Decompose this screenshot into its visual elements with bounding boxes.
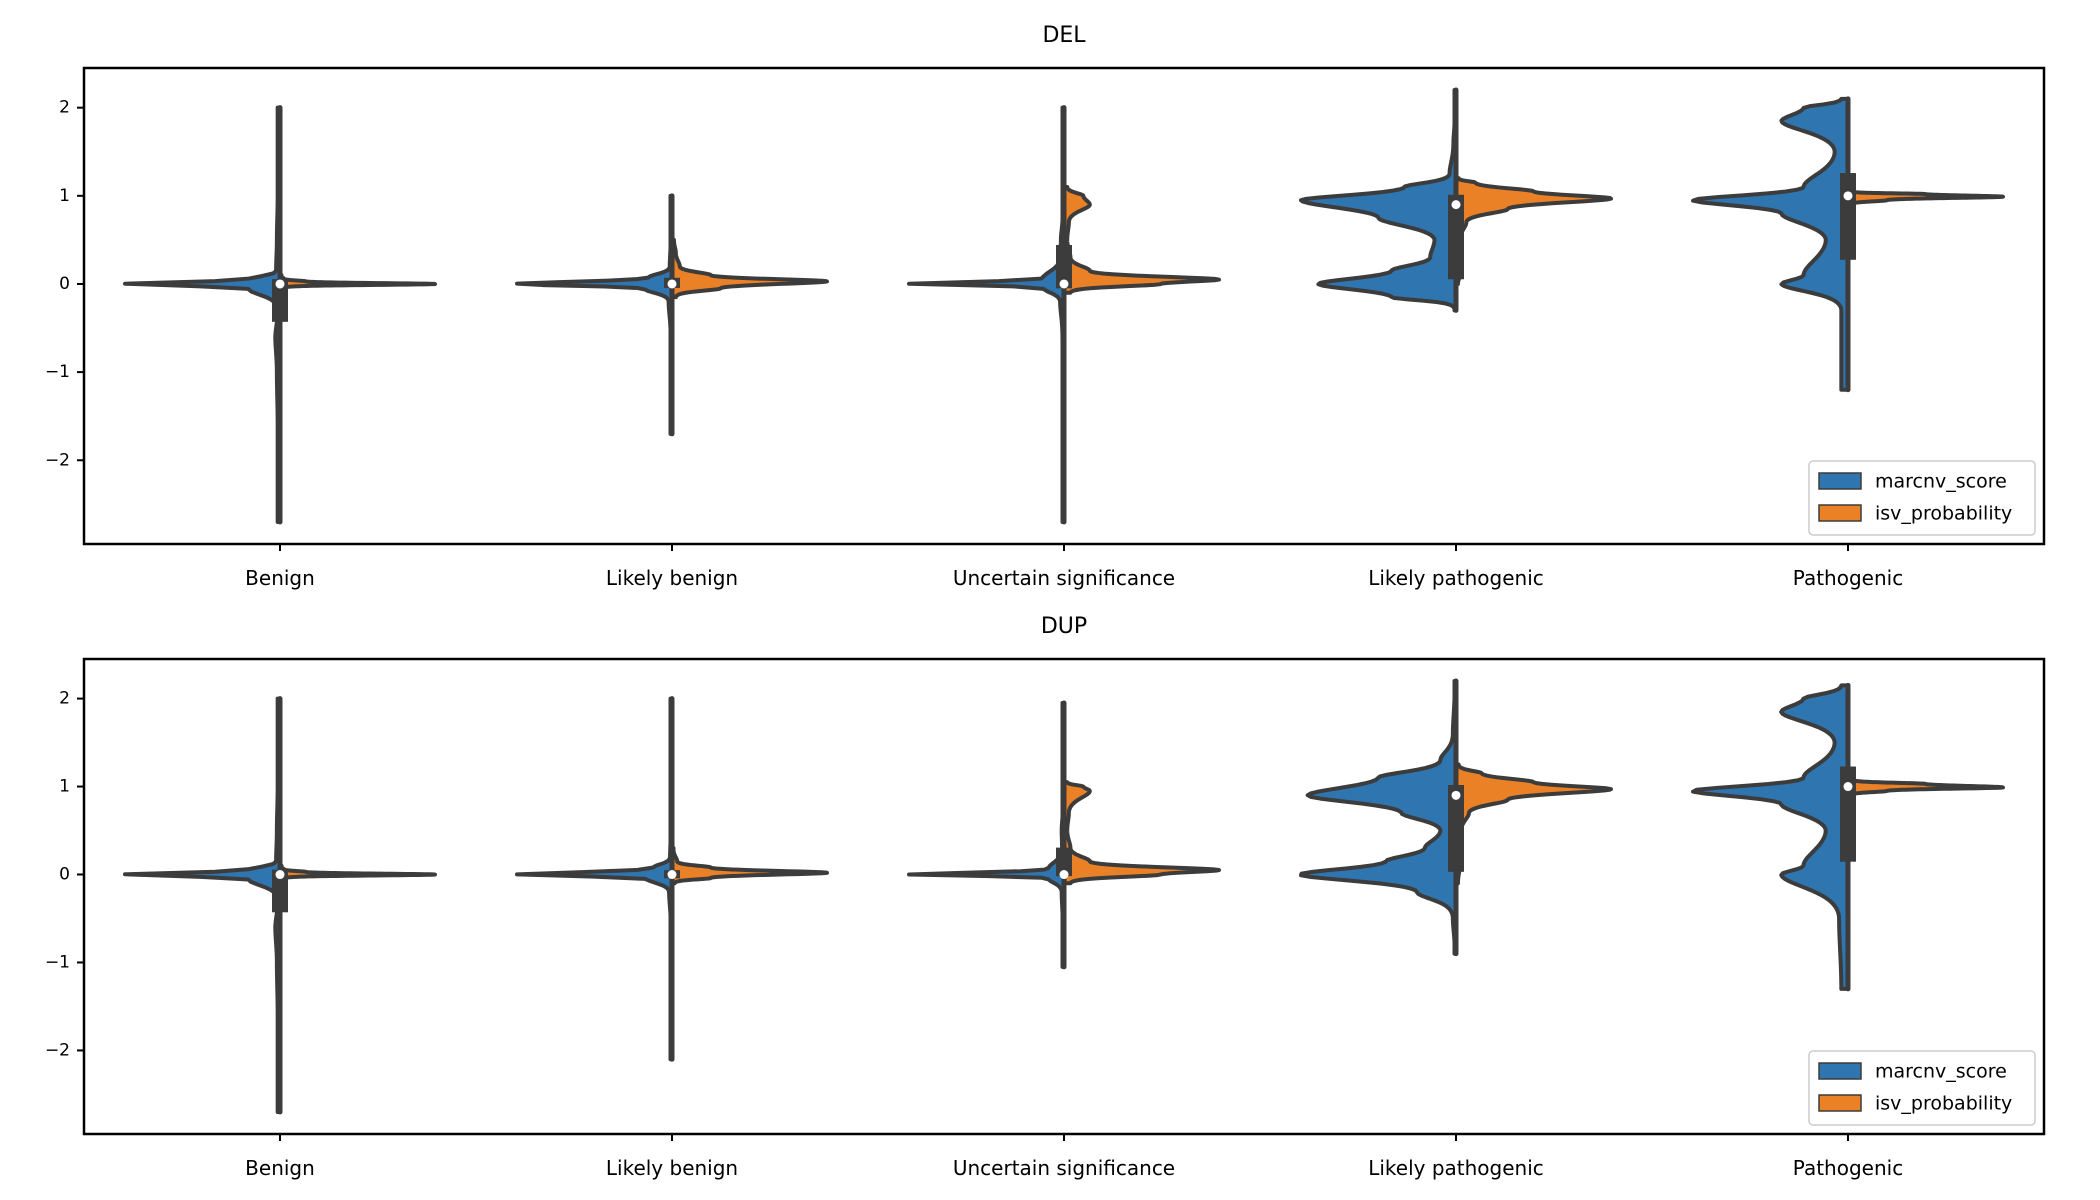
violin-isv-probability-benign: [278, 863, 437, 881]
legend-label-marcnv-score: marcnv_score: [1875, 471, 2007, 493]
violin-isv-probability-uncertain-significance: [1062, 780, 1221, 886]
violin-marcnv-score-benign: [123, 696, 282, 1115]
violin-isv-probability-likely-pathogenic: [1454, 176, 1613, 286]
legend-box: [1808, 1050, 2036, 1126]
y-tick-label: −1: [45, 362, 70, 382]
x-tick-label-pathogenic: Pathogenic: [1793, 1156, 1903, 1180]
violin-marcnv-score-pathogenic: [1691, 683, 1850, 991]
iqr-box-uncertain-significance: [1056, 847, 1072, 877]
legend-swatch-isv-probability: [1818, 504, 1862, 522]
x-tick-label-likely-benign: Likely benign: [606, 566, 738, 590]
violin-isv-probability-benign: [278, 273, 437, 291]
legend-swatch-marcnv-score: [1818, 472, 1862, 490]
iqr-box-pathogenic: [1840, 766, 1856, 862]
x-tick-label-uncertain-significance: Uncertain significance: [953, 1156, 1175, 1180]
median-dot-pathogenic: [1843, 782, 1853, 792]
legend-swatch-marcnv-score: [1818, 1062, 1862, 1080]
violin-marcnv-score-likely-pathogenic: [1299, 88, 1458, 313]
x-tick-label-likely-benign: Likely benign: [606, 1156, 738, 1180]
violin-marcnv-score-benign: [123, 105, 282, 524]
iqr-box-benign: [272, 279, 288, 322]
legend-label-marcnv-score: marcnv_score: [1875, 1061, 2007, 1083]
violin-marcnv-score-likely-benign: [515, 696, 674, 1062]
violin-isv-probability-pathogenic: [1846, 777, 2005, 798]
y-tick-label: 0: [59, 865, 70, 885]
violin-isv-probability-likely-pathogenic: [1454, 762, 1613, 886]
legend-label-isv-probability: isv_probability: [1875, 1093, 2012, 1115]
median-dot-uncertain-significance: [1059, 870, 1069, 880]
median-dot-pathogenic: [1843, 191, 1853, 201]
x-tick-label-likely-pathogenic: Likely pathogenic: [1368, 1156, 1544, 1180]
violin-isv-probability-uncertain-significance: [1062, 185, 1221, 295]
violin-isv-probability-likely-benign: [670, 237, 829, 300]
iqr-box-pathogenic: [1840, 173, 1856, 260]
x-tick-label-benign: Benign: [245, 566, 315, 590]
panel-del: DEL −2 −1 0 1 2 Benign Likely benign Uncertain s…: [45, 23, 2046, 590]
y-tick-label: 0: [59, 274, 70, 294]
violin-marcnv-score-likely-benign: [515, 193, 674, 436]
y-tick-label: 2: [59, 98, 70, 118]
y-tick-label: 1: [59, 777, 70, 797]
axes-frame: [82, 657, 2046, 1136]
panel-dup: DUP −2 −1 0 1 2 Benign Likely benign Uncertain s…: [45, 614, 2046, 1180]
legend: marcnv_score isv_probability: [1808, 460, 2036, 536]
iqr-box-likely-pathogenic: [1448, 785, 1464, 872]
y-tick-label: −2: [45, 1040, 70, 1060]
y-tick-label: 1: [59, 186, 70, 206]
median-dot-likely-benign: [667, 870, 677, 880]
legend-box: [1808, 460, 2036, 536]
violin-isv-probability-pathogenic: [1846, 189, 2005, 207]
y-tick-label: −1: [45, 952, 70, 972]
violin-marcnv-score-uncertain-significance: [907, 700, 1066, 969]
median-dot-likely-pathogenic: [1451, 200, 1461, 210]
axes-frame: [82, 66, 2046, 546]
iqr-box-uncertain-significance: [1056, 244, 1072, 289]
median-dot-benign: [275, 870, 285, 880]
panel-title: DUP: [1041, 614, 1087, 639]
panel-title: DEL: [1042, 23, 1086, 48]
median-dot-likely-pathogenic: [1451, 790, 1461, 800]
legend: marcnv_score isv_probability: [1808, 1050, 2036, 1126]
median-dot-likely-benign: [667, 279, 677, 289]
y-tick-label: 2: [59, 689, 70, 709]
legend-label-isv-probability: isv_probability: [1875, 503, 2012, 525]
x-tick-label-benign: Benign: [245, 1156, 315, 1180]
median-dot-benign: [275, 279, 285, 289]
legend-swatch-isv-probability: [1818, 1094, 1862, 1112]
x-tick-label-likely-pathogenic: Likely pathogenic: [1368, 566, 1544, 590]
x-tick-label-uncertain-significance: Uncertain significance: [953, 566, 1175, 590]
violin-marcnv-score-uncertain-significance: [907, 105, 1066, 524]
iqr-box-benign: [272, 869, 288, 913]
y-tick-label: −2: [45, 450, 70, 470]
iqr-box-likely-pathogenic: [1448, 194, 1464, 280]
x-tick-label-pathogenic: Pathogenic: [1793, 566, 1903, 590]
violin-marcnv-score-pathogenic: [1691, 96, 1850, 392]
violin-marcnv-score-likely-pathogenic: [1299, 678, 1458, 956]
violin-isv-probability-likely-benign: [670, 846, 829, 886]
median-dot-uncertain-significance: [1059, 279, 1069, 289]
